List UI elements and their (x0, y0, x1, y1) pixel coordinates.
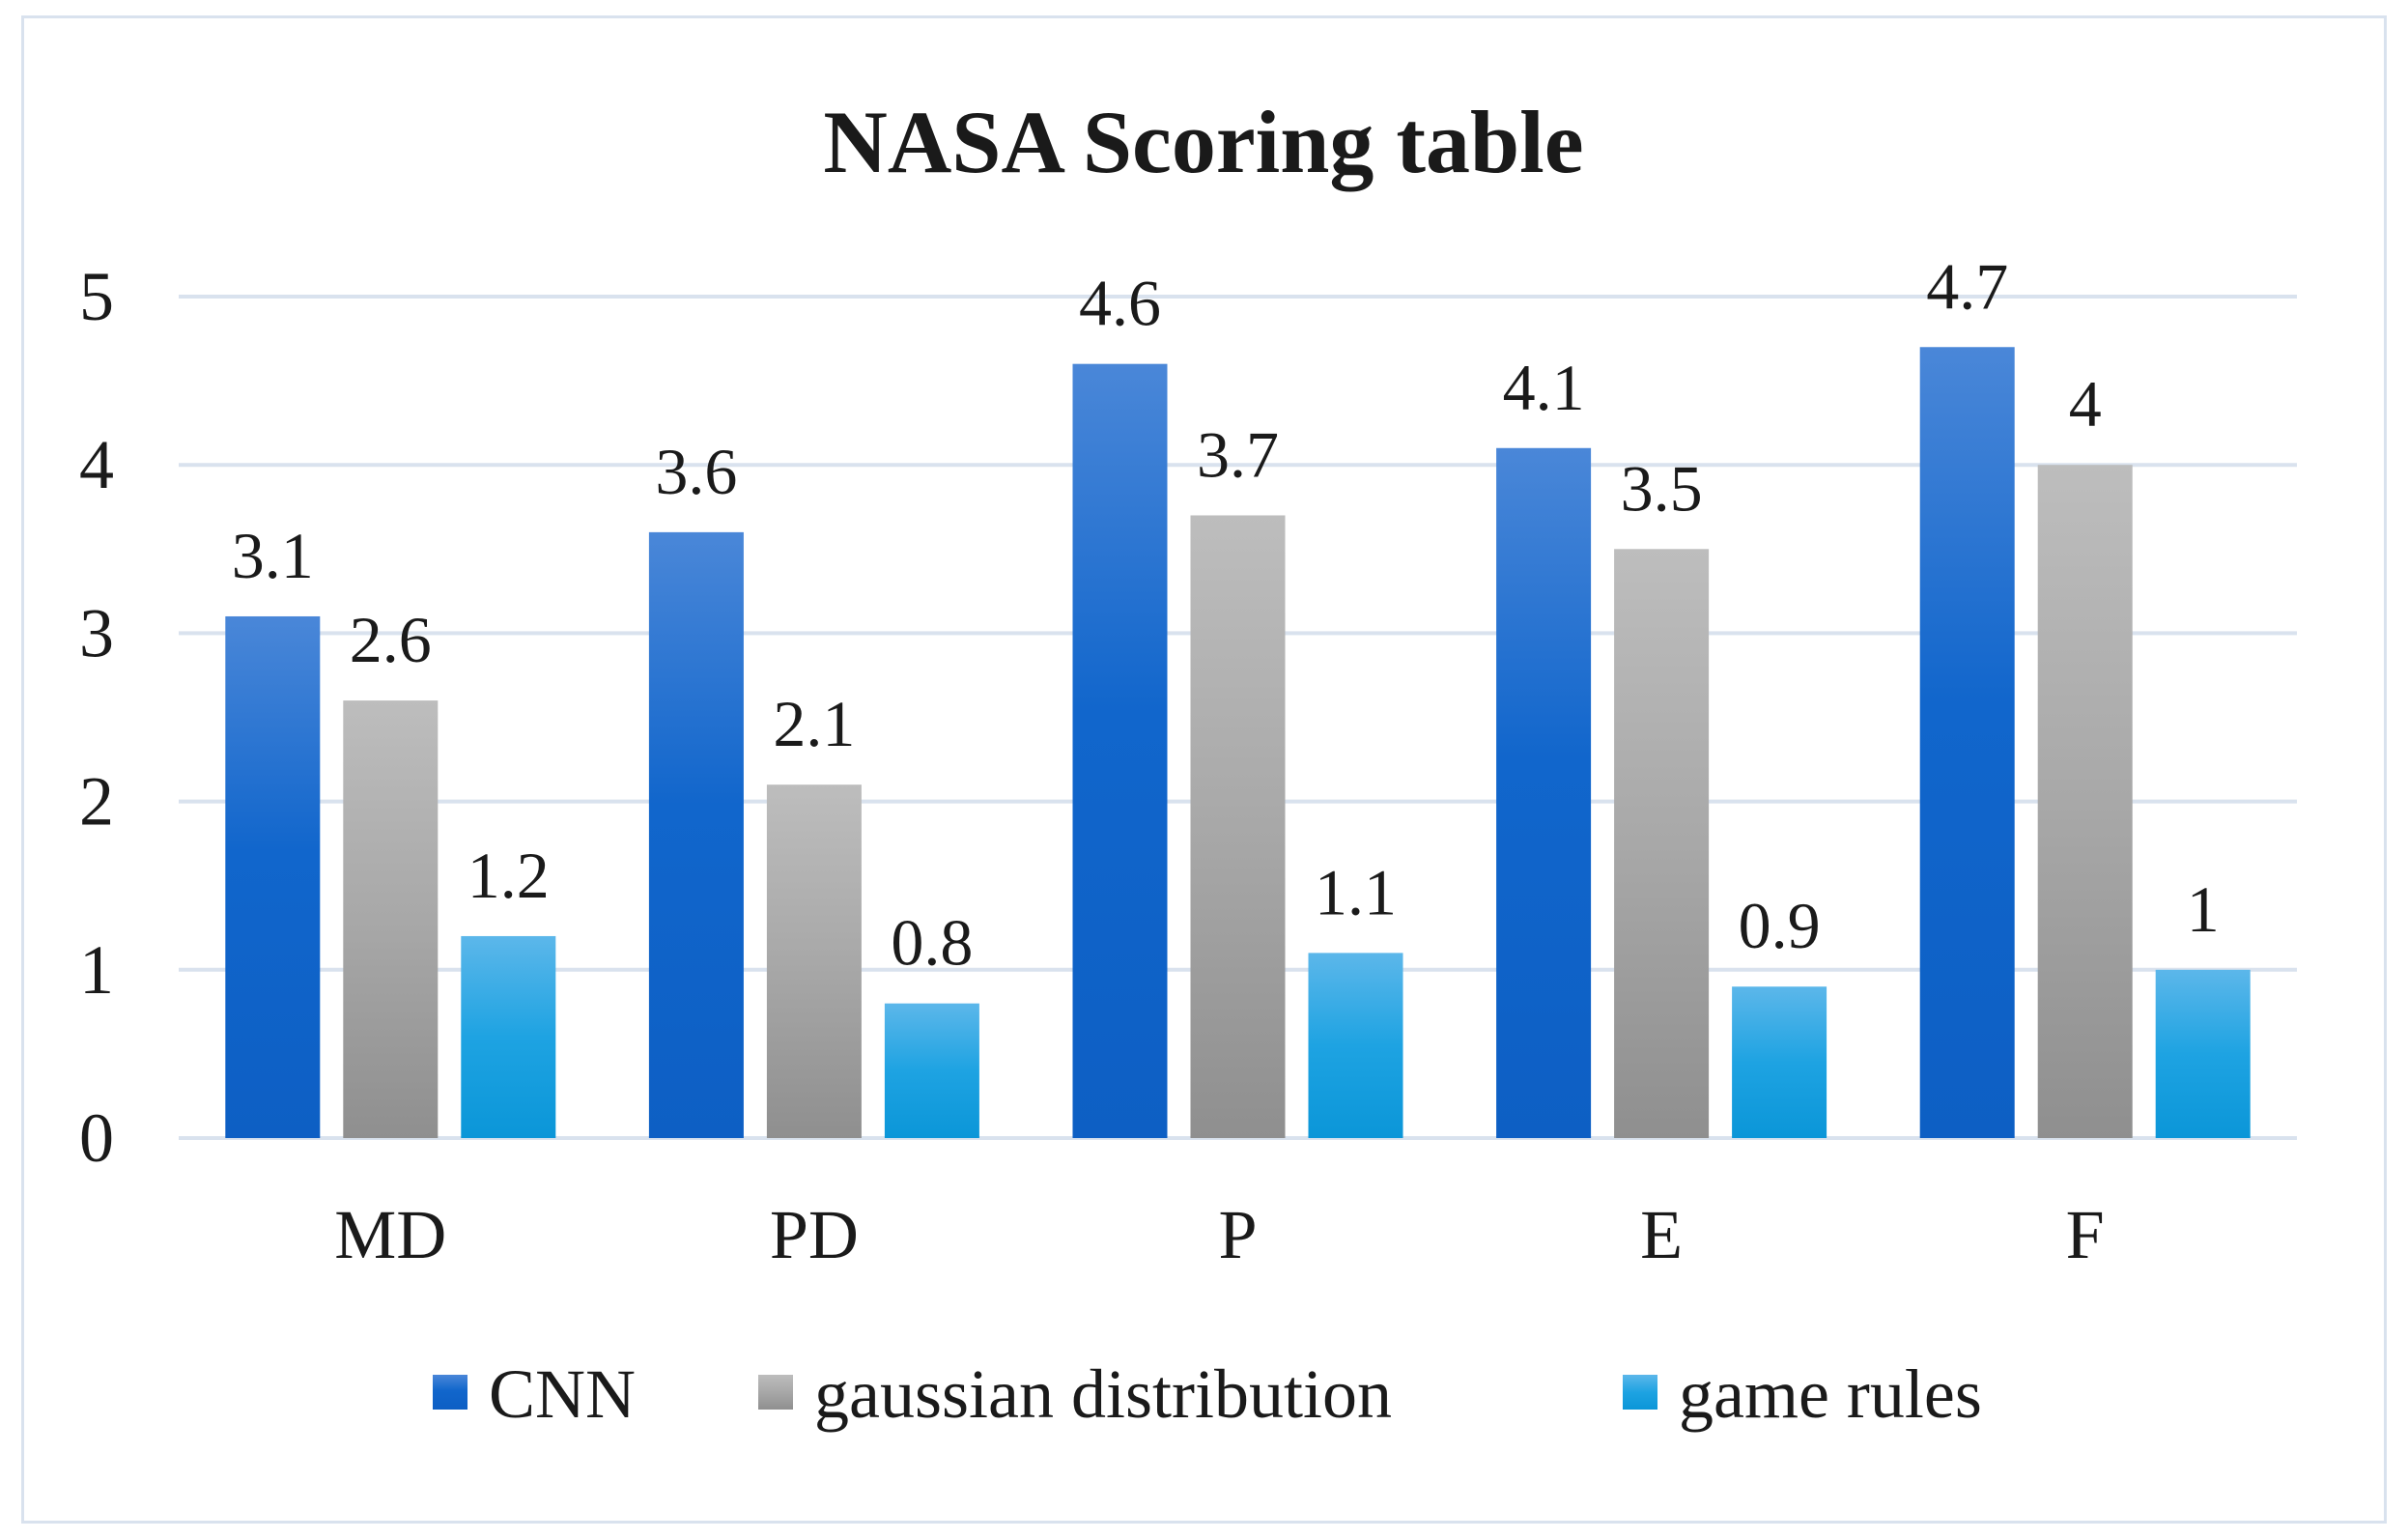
y-tick-label: 2 (79, 763, 114, 841)
bar-p-series-0 (1072, 363, 1168, 1138)
data-label: 2.1 (773, 687, 855, 760)
bar-e-series-2 (1732, 986, 1827, 1138)
y-tick-label: 3 (79, 594, 114, 671)
legend-swatch (433, 1375, 467, 1410)
y-tick-label: 1 (79, 931, 114, 1009)
bar-e-series-0 (1496, 447, 1592, 1138)
data-label: 4.6 (1079, 267, 1161, 340)
y-axis-ticks: 0 1 2 3 4 5 (79, 258, 114, 1177)
legend-label: CNN (489, 1355, 636, 1433)
data-label: 3.1 (232, 519, 314, 592)
data-labels: 3.1 2.6 1.2 3.6 2.1 0.8 4.6 3.7 1.1 4.1 3.5 0.9 4.7 4… (232, 249, 2220, 979)
bars (225, 347, 2251, 1138)
bar-f-series-2 (2155, 969, 2251, 1138)
y-tick-label: 4 (79, 426, 114, 503)
bar-pd-series-0 (648, 531, 744, 1138)
data-label: 1.2 (467, 839, 550, 912)
legend-swatch (1623, 1375, 1657, 1410)
data-label: 0.9 (1739, 889, 1821, 962)
x-category-label: MD (334, 1196, 446, 1273)
data-label: 4 (2069, 367, 2102, 441)
data-label: 4.1 (1503, 351, 1585, 424)
bar-e-series-1 (1614, 549, 1710, 1138)
data-label: 3.7 (1197, 417, 1279, 491)
legend-label: game rules (1679, 1355, 1982, 1433)
x-category-label: F (2066, 1196, 2105, 1273)
y-tick-label: 0 (79, 1099, 114, 1177)
x-category-label: P (1218, 1196, 1257, 1273)
data-label: 0.8 (891, 906, 973, 980)
legend-label: gaussian distribution (814, 1355, 1392, 1433)
data-label: 1.1 (1315, 855, 1397, 928)
bar-f-series-0 (1919, 347, 2015, 1138)
bar-pd-series-2 (884, 1003, 979, 1138)
x-axis-categories: MD PD P E F (334, 1196, 2104, 1273)
x-category-label: PD (770, 1196, 859, 1273)
data-label: 4.7 (1926, 249, 2008, 323)
bar-md-series-0 (225, 615, 321, 1138)
bar-p-series-1 (1190, 515, 1286, 1138)
y-tick-label: 5 (79, 258, 114, 335)
chart-title: NASA Scoring table (823, 93, 1583, 191)
data-label: 3.6 (655, 435, 737, 508)
bar-f-series-1 (2037, 465, 2133, 1138)
data-label: 2.6 (350, 603, 432, 676)
bar-p-series-2 (1308, 953, 1403, 1138)
legend: CNN gaussian distribution game rules (433, 1355, 1982, 1433)
legend-swatch (758, 1375, 793, 1410)
bar-md-series-1 (343, 700, 439, 1138)
data-label: 3.5 (1621, 451, 1703, 525)
x-category-label: E (1640, 1196, 1683, 1273)
data-label: 1 (2187, 872, 2220, 946)
bar-md-series-2 (461, 935, 556, 1138)
bar-pd-series-1 (766, 784, 862, 1138)
